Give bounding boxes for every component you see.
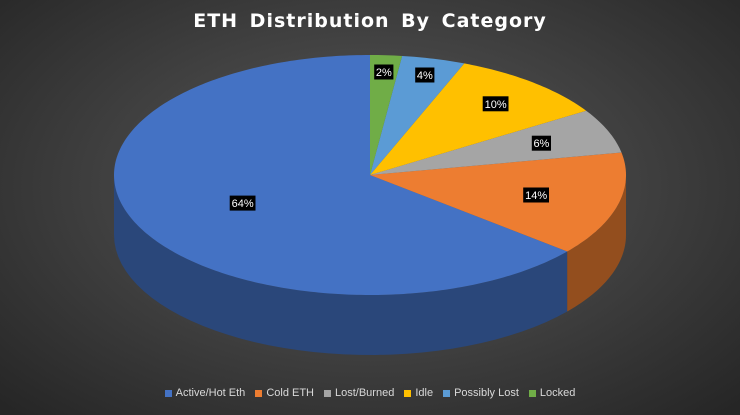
legend-label: Possibly Lost xyxy=(454,387,519,399)
legend-label: Cold ETH xyxy=(266,387,314,399)
pie-sides xyxy=(114,175,626,355)
data-label-locked: 2% xyxy=(374,64,394,80)
pie-labels: 64% 14% 6% 10% 4% 2% xyxy=(229,64,551,211)
data-label-active-hot-eth: 64% xyxy=(229,195,256,211)
pie-top xyxy=(114,55,626,295)
legend-swatch xyxy=(255,389,263,397)
svg-text:64%: 64% xyxy=(232,198,254,210)
legend-item-locked: Locked xyxy=(528,387,576,399)
svg-text:10%: 10% xyxy=(485,99,507,111)
legend-label: Active/Hot Eth xyxy=(175,387,246,399)
data-label-cold-eth: 14% xyxy=(523,187,549,203)
pie-slice-idle xyxy=(370,63,587,175)
legend-item-active-hot-eth: Active/Hot Eth xyxy=(164,387,246,399)
svg-text:14%: 14% xyxy=(525,190,547,202)
pie-slice-possibly-lost xyxy=(370,55,465,176)
pie-slice-locked xyxy=(370,55,403,175)
pie-side-active-hot-eth xyxy=(114,175,568,355)
data-label-lost-burned: 6% xyxy=(531,135,551,151)
legend-swatch xyxy=(404,389,412,397)
legend-swatch xyxy=(443,389,451,397)
legend-label: Locked xyxy=(539,387,576,399)
legend-label: Idle xyxy=(415,387,434,399)
pie-slice-active-hot-eth xyxy=(114,55,568,295)
svg-text:2%: 2% xyxy=(376,67,392,79)
legend-item-lost-burned: Lost/Burned xyxy=(324,387,394,399)
chart-legend: Active/Hot Eth Cold ETH Lost/Burned Idle Pos… xyxy=(0,387,740,399)
legend-label: Lost/Burned xyxy=(335,387,395,399)
data-label-idle: 10% xyxy=(482,96,509,112)
pie-slice-lost-burned xyxy=(370,110,622,175)
pie-side-cold-eth xyxy=(567,175,626,312)
legend-item-cold-eth: Cold ETH xyxy=(255,387,314,399)
svg-text:6%: 6% xyxy=(533,138,549,150)
legend-item-possibly-lost: Possibly Lost xyxy=(443,387,519,399)
data-label-possibly-lost: 4% xyxy=(415,67,435,83)
legend-item-idle: Idle xyxy=(404,387,433,399)
legend-swatch xyxy=(528,389,536,397)
svg-text:4%: 4% xyxy=(417,70,433,82)
legend-swatch xyxy=(324,389,331,397)
legend-swatch xyxy=(164,389,172,397)
chart-title: ETH Distribution By Category xyxy=(193,10,547,32)
pie-slice-cold-eth xyxy=(370,152,626,252)
